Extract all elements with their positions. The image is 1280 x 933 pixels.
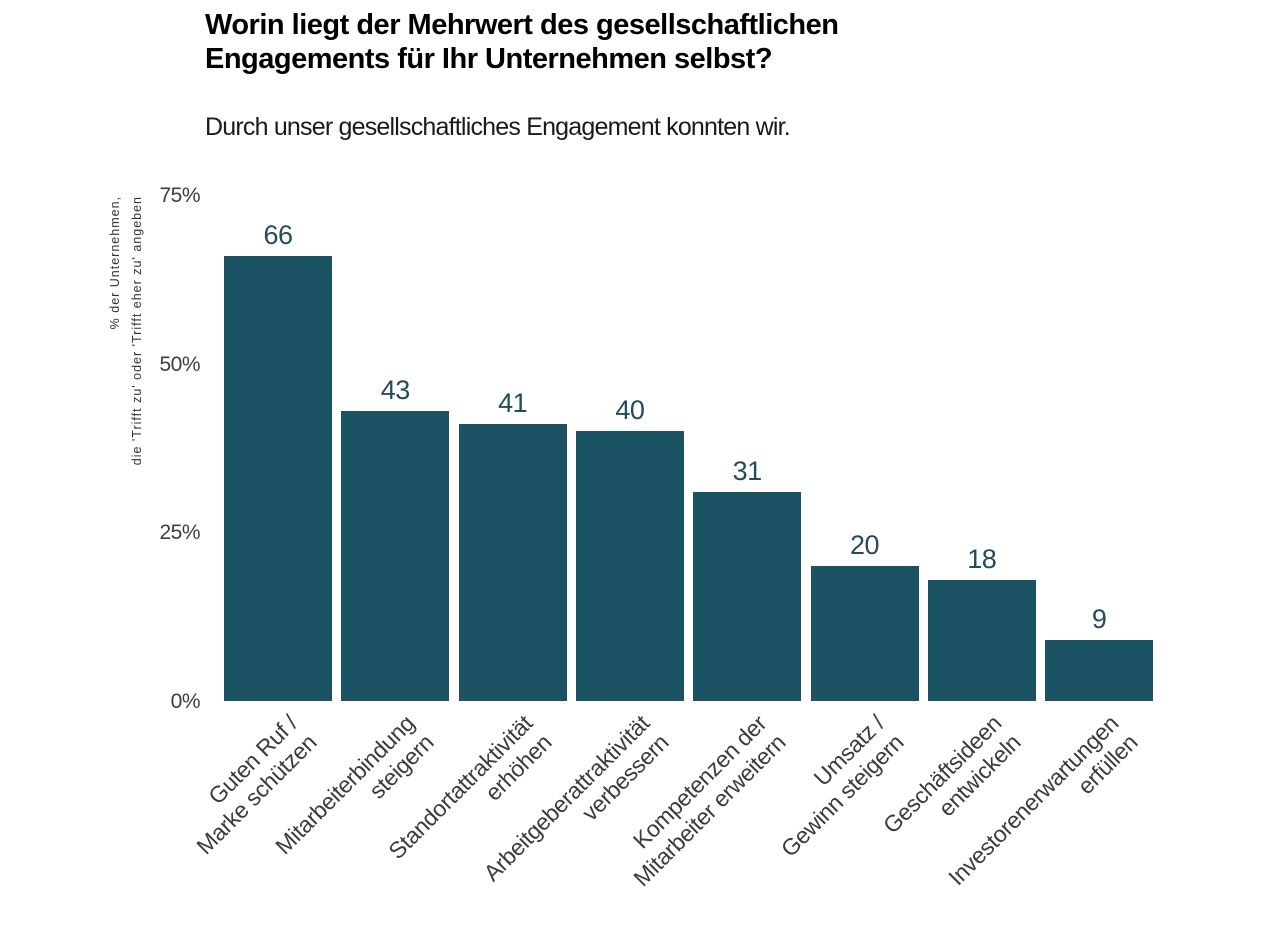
- bar-value-label: 18: [967, 543, 997, 574]
- bar-value-label: 43: [380, 374, 411, 405]
- bar-rect: [693, 491, 802, 701]
- bar-rect: [341, 410, 450, 701]
- bar-rect: [458, 424, 567, 701]
- bar-rect: [224, 255, 332, 701]
- bar-column: 31: [693, 455, 802, 701]
- bar-value-label: 9: [1091, 604, 1107, 635]
- bar-column: 20: [810, 530, 919, 701]
- bar-value-label: 66: [263, 219, 293, 250]
- bar-column: 41: [458, 388, 567, 701]
- chart-title: Worin liegt der Mehrwert des gesellschaf…: [205, 9, 839, 75]
- bar-rect: [810, 566, 919, 701]
- y-tick-label: 75%: [159, 184, 200, 207]
- bar-rect: [1045, 640, 1154, 701]
- bar-rect: [575, 431, 684, 701]
- y-tick-label: 50%: [159, 352, 200, 376]
- bar-column: 9: [1045, 604, 1154, 701]
- y-tick-label: 25%: [159, 521, 200, 545]
- y-tick-label: 0%: [170, 690, 201, 713]
- bar-column: 18: [927, 543, 1036, 701]
- bar-column: 43: [341, 374, 450, 701]
- bar-value-label: 40: [615, 395, 645, 426]
- bar-column: 40: [575, 395, 684, 701]
- bar-value-label: 20: [849, 530, 880, 561]
- bar-value-label: 31: [732, 455, 763, 486]
- bar-column: 66: [224, 220, 332, 701]
- bar-value-label: 41: [498, 388, 528, 419]
- bar-rect: [927, 579, 1036, 701]
- chart-subtitle: Durch unser gesellschaftliches Engagemen…: [205, 113, 791, 141]
